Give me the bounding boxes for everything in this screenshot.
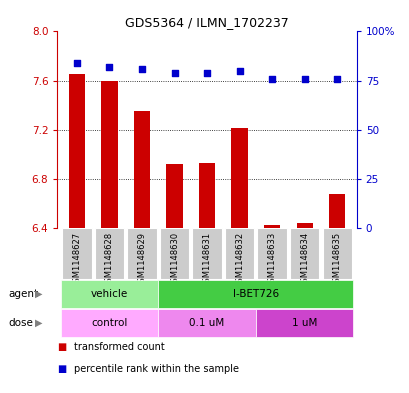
Point xyxy=(268,75,275,82)
Bar xyxy=(160,228,189,279)
Text: GSM1148630: GSM1148630 xyxy=(170,232,179,288)
Text: GSM1148631: GSM1148631 xyxy=(202,232,211,288)
Text: ■: ■ xyxy=(57,342,67,352)
Text: GSM1148628: GSM1148628 xyxy=(105,232,114,288)
Title: GDS5364 / ILMN_1702237: GDS5364 / ILMN_1702237 xyxy=(125,16,288,29)
Bar xyxy=(192,228,221,279)
Bar xyxy=(127,228,156,279)
Bar xyxy=(257,228,286,279)
Bar xyxy=(225,228,254,279)
Bar xyxy=(61,280,158,308)
Text: 0.1 uM: 0.1 uM xyxy=(189,318,224,328)
Text: GSM1148633: GSM1148633 xyxy=(267,232,276,288)
Bar xyxy=(158,280,353,308)
Bar xyxy=(62,228,91,279)
Text: GSM1148634: GSM1148634 xyxy=(299,232,308,288)
Text: control: control xyxy=(91,318,127,328)
Text: agent: agent xyxy=(8,289,38,299)
Text: transformed count: transformed count xyxy=(74,342,164,352)
Bar xyxy=(289,228,319,279)
Text: ▶: ▶ xyxy=(35,289,42,299)
Point xyxy=(203,70,210,76)
Point xyxy=(236,68,242,74)
Bar xyxy=(328,194,344,228)
Text: dose: dose xyxy=(8,318,33,328)
Bar xyxy=(133,111,150,228)
Bar xyxy=(263,226,280,228)
Bar xyxy=(198,163,215,228)
Bar xyxy=(255,309,353,337)
Text: ▶: ▶ xyxy=(35,318,42,328)
Point xyxy=(333,75,339,82)
Text: vehicle: vehicle xyxy=(91,289,128,299)
Bar xyxy=(101,81,117,228)
Point xyxy=(74,60,80,66)
Bar xyxy=(296,223,312,228)
Text: ■: ■ xyxy=(57,364,67,373)
Point xyxy=(171,70,178,76)
Text: GSM1148632: GSM1148632 xyxy=(234,232,243,288)
Text: GSM1148629: GSM1148629 xyxy=(137,232,146,288)
Bar xyxy=(61,309,158,337)
Point xyxy=(138,66,145,72)
Bar xyxy=(322,228,351,279)
Text: percentile rank within the sample: percentile rank within the sample xyxy=(74,364,238,373)
Bar xyxy=(166,164,182,228)
Text: GSM1148627: GSM1148627 xyxy=(72,232,81,288)
Bar xyxy=(231,129,247,228)
Text: I-BET726: I-BET726 xyxy=(232,289,278,299)
Point xyxy=(106,64,112,70)
Bar xyxy=(158,309,255,337)
Point xyxy=(301,75,307,82)
Bar xyxy=(69,74,85,228)
Bar xyxy=(94,228,124,279)
Text: 1 uM: 1 uM xyxy=(291,318,317,328)
Text: GSM1148635: GSM1148635 xyxy=(332,232,341,288)
